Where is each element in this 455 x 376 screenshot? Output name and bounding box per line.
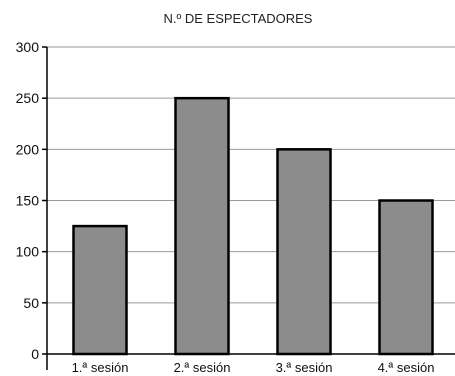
chart-title: N.º DE ESPECTADORES [164, 11, 313, 26]
y-tick-label: 50 [23, 295, 39, 311]
x-category-label: 2.ª sesión [174, 360, 231, 375]
y-tick-label: 200 [16, 141, 40, 157]
x-category-label: 3.ª sesión [276, 360, 333, 375]
y-tick-label: 0 [31, 346, 39, 362]
bar [378, 199, 434, 356]
y-tick-label: 100 [16, 244, 40, 260]
bar [174, 96, 230, 356]
bars [72, 96, 434, 356]
y-tick-labels: 0 50 100 150 200 250 300 [16, 39, 40, 362]
y-tick-label: 300 [16, 39, 40, 55]
bar [72, 224, 128, 356]
y-tick-label: 150 [16, 193, 40, 209]
x-category-label: 4.ª sesión [378, 360, 435, 375]
axes [42, 46, 455, 370]
y-tick-label: 250 [16, 90, 40, 106]
x-category-label: 1.ª sesión [72, 360, 129, 375]
x-category-labels: 1.ª sesión 2.ª sesión 3.ª sesión 4.ª sesión [72, 360, 435, 375]
bar [276, 148, 332, 356]
